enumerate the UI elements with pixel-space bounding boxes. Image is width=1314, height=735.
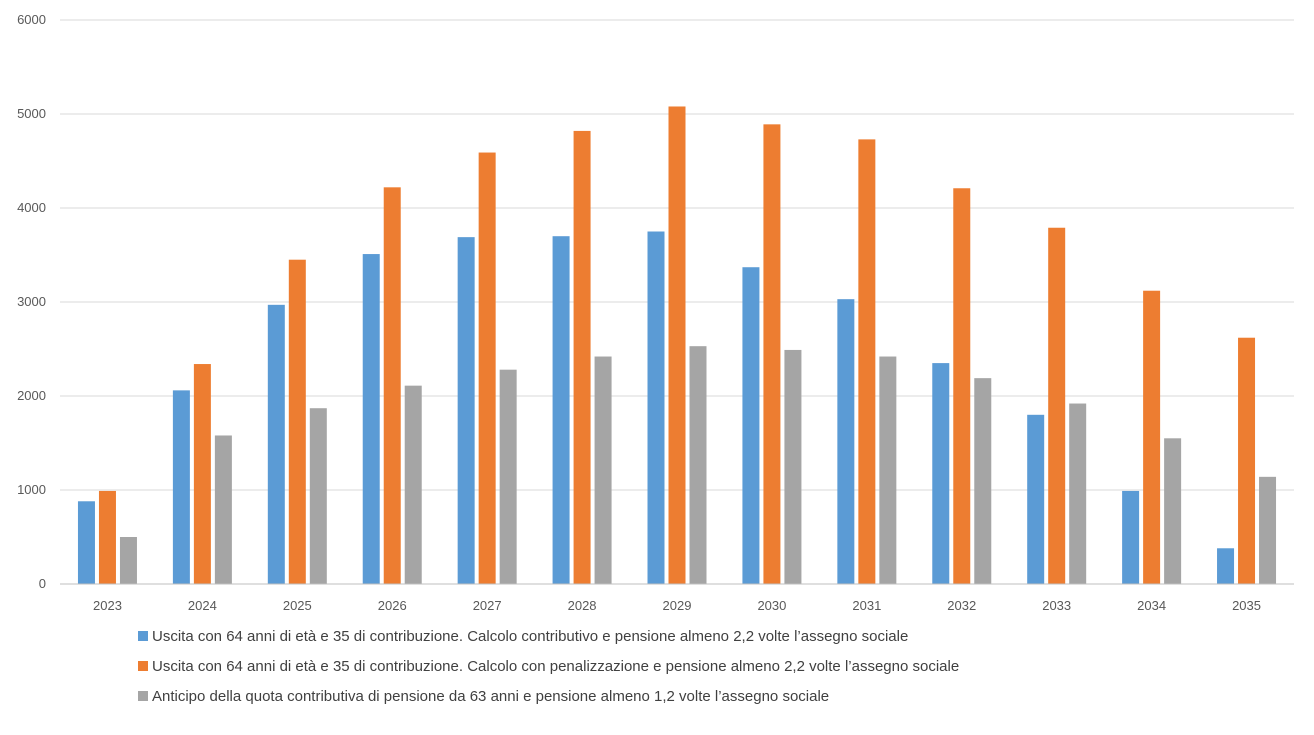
bar-series-1: [647, 231, 665, 584]
bar-series-1: [552, 236, 570, 584]
x-tick-label: 2033: [1042, 598, 1071, 613]
y-tick-label: 1000: [17, 482, 46, 497]
bar-series-3: [879, 356, 897, 584]
legend-swatch: [138, 661, 148, 671]
x-tick-label: 2031: [852, 598, 881, 613]
y-tick-label: 3000: [17, 294, 46, 309]
bar-series-2: [1143, 290, 1161, 584]
legend-item: Uscita con 64 anni di età e 35 di contri…: [138, 652, 959, 680]
bars: [77, 106, 1277, 585]
bar-series-1: [1027, 414, 1045, 584]
y-tick-label: 2000: [17, 388, 46, 403]
bar-series-1: [172, 390, 190, 584]
legend-label: Uscita con 64 anni di età e 35 di contri…: [152, 657, 960, 675]
bar-series-3: [784, 349, 802, 584]
bar-series-2: [858, 139, 876, 584]
y-tick-label: 4000: [17, 200, 46, 215]
bar-series-1: [362, 254, 380, 584]
bar-series-2: [478, 152, 496, 585]
bar-series-3: [1164, 438, 1182, 584]
bar-series-1: [932, 363, 950, 584]
bar-series-1: [267, 304, 285, 584]
x-tick-label: 2027: [473, 598, 502, 613]
y-tick-label: 0: [39, 576, 46, 591]
bar-series-2: [1238, 337, 1256, 584]
legend: Uscita con 64 anni di età e 35 di contri…: [138, 622, 959, 712]
bar-series-1: [1122, 490, 1140, 584]
x-tick-label: 2034: [1137, 598, 1166, 613]
x-tick-label: 2025: [283, 598, 312, 613]
legend-item: Anticipo della quota contributiva di pen…: [138, 682, 959, 710]
bar-series-3: [309, 408, 327, 584]
bar-series-2: [1048, 227, 1066, 585]
y-tick-label: 6000: [17, 12, 46, 27]
bar-series-1: [1217, 548, 1235, 584]
x-tick-label: 2030: [757, 598, 786, 613]
x-tick-label: 2029: [663, 598, 692, 613]
bar-series-2: [668, 106, 686, 584]
bar-series-3: [594, 356, 612, 584]
bar-series-2: [193, 364, 211, 584]
x-tick-label: 2032: [947, 598, 976, 613]
bar-series-1: [742, 267, 760, 584]
bar-series-2: [98, 490, 116, 584]
bar-series-1: [837, 299, 855, 584]
bar-series-1: [457, 237, 475, 584]
y-tick-label: 5000: [17, 106, 46, 121]
legend-swatch: [138, 631, 148, 641]
x-axis-ticks: 2023 2024 2025 2026 2027 2028 2029 2030 2031 2032…: [93, 598, 1261, 613]
legend-label: Uscita con 64 anni di età e 35 di contri…: [152, 627, 909, 645]
y-axis-ticks: 0 1000 2000 3000 4000 5000 6000: [17, 12, 46, 591]
x-tick-label: 2024: [188, 598, 217, 613]
bar-series-3: [499, 369, 517, 584]
bar-series-3: [214, 435, 232, 584]
bar-series-2: [763, 124, 781, 584]
bar-series-1: [77, 501, 95, 584]
bar-series-3: [119, 537, 137, 584]
bar-series-3: [689, 346, 707, 584]
bar-series-2: [288, 259, 306, 584]
x-tick-label: 2028: [568, 598, 597, 613]
x-tick-label: 2035: [1232, 598, 1261, 613]
legend-swatch: [138, 691, 148, 701]
bar-series-3: [974, 378, 992, 584]
legend-item: Uscita con 64 anni di età e 35 di contri…: [138, 622, 959, 650]
legend-label: Anticipo della quota contributiva di pen…: [152, 687, 830, 705]
bar-series-2: [953, 188, 971, 584]
bar-series-2: [573, 130, 591, 585]
bar-series-3: [1259, 476, 1277, 584]
x-tick-label: 2026: [378, 598, 407, 613]
x-tick-label: 2023: [93, 598, 122, 613]
bar-series-2: [383, 187, 401, 584]
bar-series-3: [404, 385, 422, 584]
bar-series-3: [1069, 403, 1087, 584]
